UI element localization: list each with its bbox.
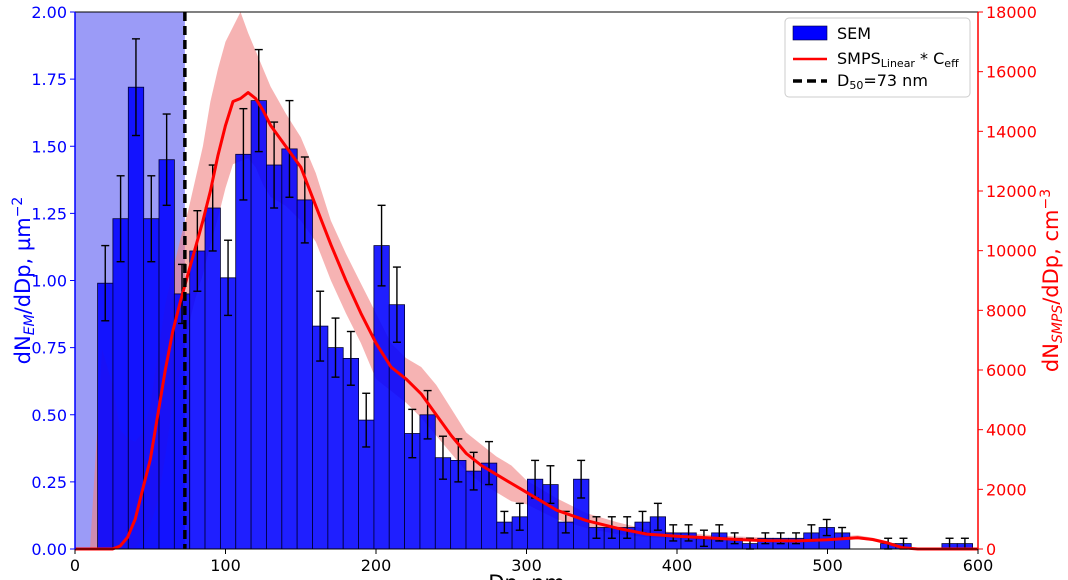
right-tick-label: 12000 (986, 182, 1037, 201)
sem-bar (342, 357, 360, 550)
smps-uncertainty-band-layer (75, 12, 978, 549)
x-tick-label: 500 (812, 556, 843, 575)
left-axis-title: dNEM/dDp, µm−2 (10, 197, 38, 365)
left-tick-label: 0.50 (31, 406, 67, 425)
left-axis-title-sub: EM (22, 314, 38, 335)
error-bars-layer (101, 38, 969, 550)
x-tick-label: 600 (963, 556, 994, 575)
right-tick-label: 4000 (986, 421, 1027, 440)
right-tick-label: 10000 (986, 242, 1037, 261)
sem-bar (158, 159, 175, 550)
smps-line-layer (75, 12, 978, 551)
left-tick-label: 1.75 (31, 70, 67, 89)
right-tick-label: 0 (986, 540, 996, 559)
sem-bar (127, 86, 145, 550)
left-tick-label: 1.25 (31, 204, 67, 223)
legend-d50-main: D (837, 71, 849, 90)
right-axis-title-main: dN (1039, 343, 1063, 372)
left-tick-label: 0.75 (31, 339, 67, 358)
x-axis-title: Dp, nm (488, 571, 565, 580)
sem-bar (373, 245, 390, 550)
left-tick-label: 2.00 (31, 3, 67, 22)
sem-bar (189, 250, 206, 550)
sem-bar (112, 218, 129, 550)
sem-bar (281, 148, 298, 550)
sem-bar (250, 100, 267, 550)
sem-bar (296, 199, 313, 550)
right-tick-label: 8000 (986, 301, 1027, 320)
left-axis-title-sup: −2 (10, 197, 26, 218)
left-tick-label: 1.50 (31, 137, 67, 156)
smps-uncertainty-band (75, 12, 978, 549)
left-axis-title-rest: /dDp, µm (11, 217, 35, 314)
axes-layer: 0.00 0.25 0.50 0.75 1.00 1.25 1.50 1.75 2.00 0 200… (10, 3, 1066, 580)
left-axis-title-main: dN (11, 335, 35, 364)
sem-bar (143, 218, 160, 550)
right-tick-label: 6000 (986, 361, 1027, 380)
sem-bar (219, 277, 237, 550)
legend-smps-mid: * C (915, 49, 944, 68)
legend-d50-label: D50=73 nm (837, 71, 928, 92)
legend-d50-rest: =73 nm (863, 71, 928, 90)
x-tick-label: 300 (511, 556, 542, 575)
legend-smps-main: SMPS (837, 49, 881, 68)
right-tick-label: 2000 (986, 480, 1027, 499)
legend-d50-sub: 50 (849, 79, 863, 92)
legend-sem-swatch (792, 25, 828, 41)
legend-smps-sub: Linear (881, 57, 916, 70)
right-axis-title-sub: SMPS (1050, 305, 1066, 343)
left-tick-label: 0.00 (31, 540, 67, 559)
x-tick-label: 0 (70, 556, 80, 575)
legend-box (784, 17, 971, 98)
sem-bar (173, 293, 191, 550)
right-axis-title: dNSMPS/dDp, cm−3 (1038, 189, 1066, 372)
left-tick-label: 0.25 (31, 473, 67, 492)
sem-bar (97, 282, 114, 550)
left-tick-label: 1.00 (31, 272, 67, 291)
right-tick-label: 16000 (986, 63, 1037, 82)
sem-bar (204, 207, 221, 550)
right-tick-label: 14000 (986, 122, 1037, 141)
right-axis-title-rest: /dDp, cm (1039, 210, 1063, 305)
x-tick-label: 200 (361, 556, 392, 575)
legend-smps-sub2: eff (944, 57, 959, 70)
legend-sem-label: SEM (837, 24, 871, 43)
smps-line (75, 91, 978, 551)
x-tick-label: 100 (210, 556, 241, 575)
sem-bar (235, 153, 252, 550)
sem-bar (265, 164, 283, 550)
right-tick-label: 18000 (986, 3, 1037, 22)
x-tick-label: 400 (662, 556, 693, 575)
right-axis-title-sup: −3 (1038, 189, 1054, 210)
legend-smps-label: SMPSLinear * Ceff (837, 49, 959, 70)
